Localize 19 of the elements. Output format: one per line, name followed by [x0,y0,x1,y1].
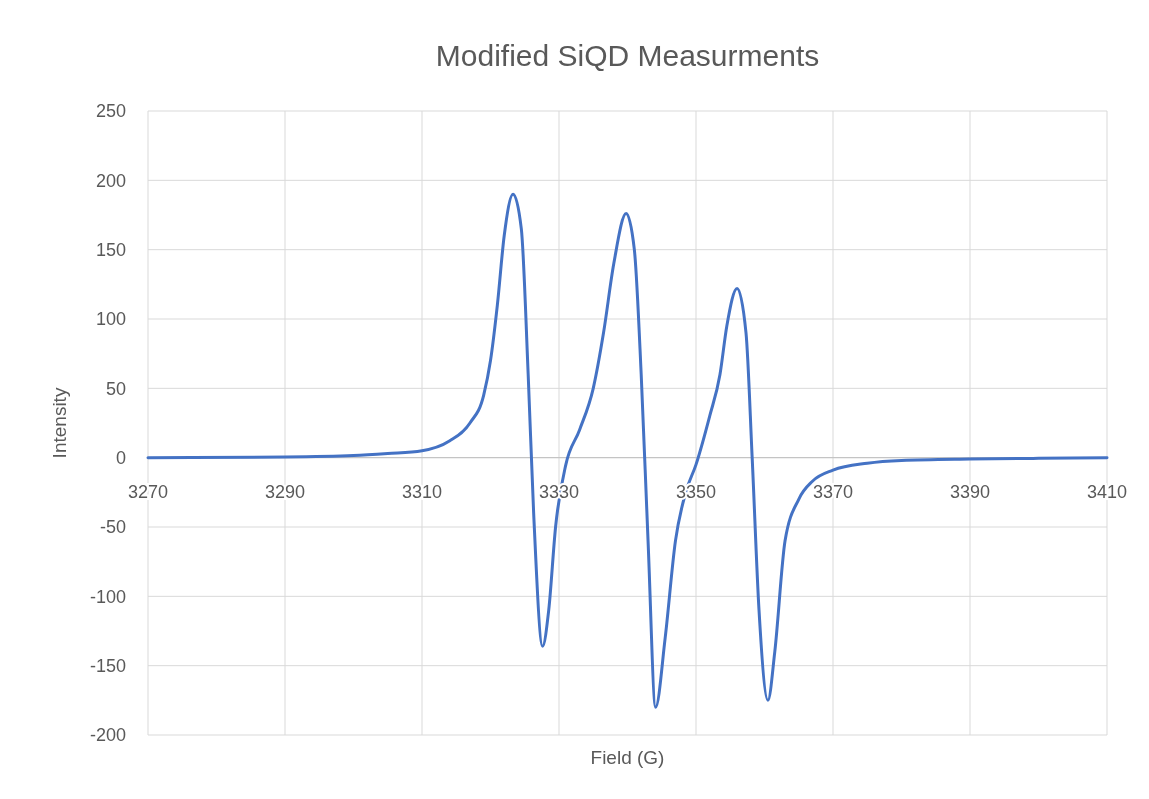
y-tick-label: -150 [89,655,126,676]
x-tick-label: 3390 [949,481,991,502]
y-axis-title: Intensity [49,387,70,459]
y-tick-label: -200 [89,725,126,746]
y-tick-label: 50 [105,378,126,399]
y-tick-label: -100 [89,586,126,607]
x-axis-title: Field (G) [590,747,665,768]
x-tick-label: 3290 [264,481,306,502]
chart-title: Modified SiQD Measurments [435,39,820,72]
y-tick-label: 250 [95,101,126,122]
y-tick-label: 0 [115,447,126,468]
y-tick-label: 200 [95,170,126,191]
x-tick-label: 3270 [127,481,169,502]
x-tick-label: 3370 [812,481,854,502]
x-tick-label: 3310 [401,481,443,502]
y-tick-label: -50 [99,517,126,538]
x-tick-label: 3410 [1086,481,1128,502]
y-tick-label: 150 [95,239,126,260]
y-tick-label: 100 [95,309,126,330]
